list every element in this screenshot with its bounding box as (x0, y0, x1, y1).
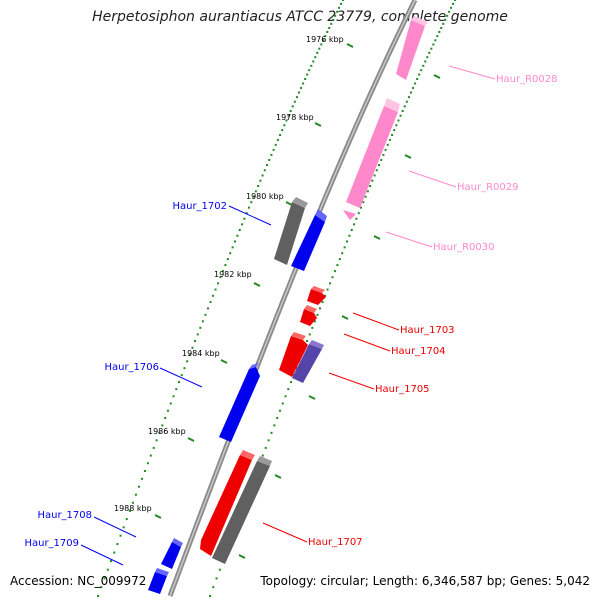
gene-label-haur-1702[interactable]: Haur_1702 (172, 201, 227, 212)
tick-label: 1980 kbp (246, 192, 284, 201)
gene-label-haur-1707[interactable]: Haur_1707 (308, 537, 363, 548)
gene-label-haur-r0028[interactable]: Haur_R0028 (496, 74, 558, 85)
gene-haur-r0029[interactable] (346, 98, 400, 208)
gene-haur-1707[interactable] (200, 450, 272, 564)
tick-label: 1978 kbp (276, 113, 314, 122)
gene-haur-1708[interactable] (161, 538, 183, 569)
gene-label-haur-1703[interactable]: Haur_1703 (400, 325, 455, 336)
tick-label: 1986 kbp (148, 427, 186, 436)
leader-line (328, 372, 375, 390)
tick-label: 1976 kbp (306, 35, 344, 44)
gene-features (148, 16, 428, 594)
gene-haur-1704[interactable] (300, 305, 317, 326)
leader-line (262, 522, 308, 543)
leader-line (385, 231, 433, 248)
gene-label-haur-1706[interactable]: Haur_1706 (104, 362, 159, 373)
accession-text: Accession: NC_009972 (10, 574, 147, 588)
label-leader-lines (80, 65, 496, 566)
tick-label: 1982 kbp (214, 270, 252, 279)
tick-label: 1984 kbp (182, 349, 220, 358)
leader-line (159, 367, 203, 388)
leader-line (80, 544, 124, 566)
leader-line (408, 170, 457, 188)
gene-label-haur-r0029[interactable]: Haur_R0029 (457, 182, 519, 193)
gene-labels: Haur_R0028 Haur_R0029 Haur_R0030 Haur_1702 H… (24, 74, 557, 549)
leader-line (343, 333, 391, 352)
gene-haur-1702[interactable] (274, 197, 327, 271)
genome-summary-text: Topology: circular; Length: 6,346,587 bp… (260, 574, 590, 588)
gene-label-haur-1705[interactable]: Haur_1705 (375, 384, 430, 395)
gene-label-haur-1704[interactable]: Haur_1704 (391, 346, 446, 357)
leader-line (228, 205, 272, 226)
gene-haur-1709[interactable] (148, 568, 169, 594)
gene-label-haur-1708[interactable]: Haur_1708 (37, 510, 92, 521)
gene-label-haur-r0030[interactable]: Haur_R0030 (433, 242, 495, 253)
gene-haur-r0030[interactable] (343, 210, 356, 220)
gene-haur-1705[interactable] (279, 332, 324, 383)
gene-haur-r0028[interactable] (396, 16, 428, 80)
leader-line (93, 516, 137, 538)
tick-labels: 1976 kbp 1978 kbp 1980 kbp 1982 kbp 1984 kbp… (114, 35, 344, 513)
leader-line (352, 312, 400, 331)
genome-backbone (167, 0, 418, 597)
gene-haur-1706[interactable] (219, 363, 260, 442)
gene-haur-1703[interactable] (307, 286, 326, 305)
leader-line (448, 65, 496, 80)
tick-label: 1988 kbp (114, 504, 152, 513)
gene-label-haur-1709[interactable]: Haur_1709 (24, 538, 79, 549)
